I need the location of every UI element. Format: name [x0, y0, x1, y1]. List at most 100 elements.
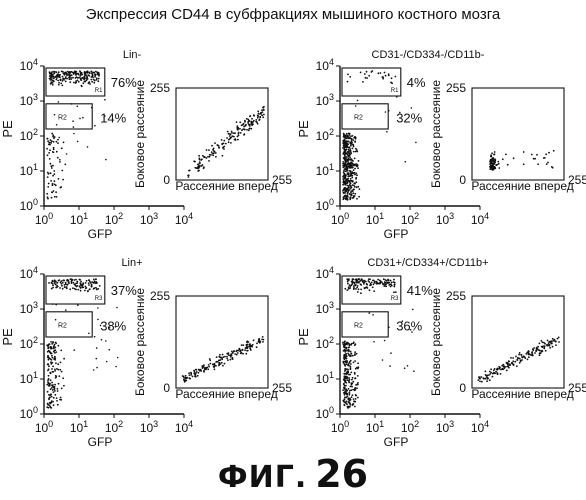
- inset-event-point: [498, 167, 500, 169]
- event-point: [55, 319, 57, 321]
- event-point: [345, 156, 347, 158]
- event-point: [72, 120, 74, 122]
- inset-event-point: [528, 356, 530, 358]
- inset-event-point: [542, 341, 544, 343]
- event-point: [53, 147, 55, 149]
- inset-event-point: [481, 376, 483, 378]
- event-point: [347, 194, 349, 196]
- event-point: [96, 347, 98, 349]
- event-point: [357, 100, 359, 102]
- event-point: [47, 140, 49, 142]
- event-point: [60, 83, 62, 85]
- inset-event-point: [528, 351, 530, 353]
- event-point: [60, 362, 62, 364]
- page-title: Экспрессия CD44 в субфракциях мышиного к…: [10, 6, 576, 23]
- inset-event-point: [221, 362, 223, 364]
- x-axis-label: GFP: [384, 227, 409, 241]
- event-point: [47, 198, 49, 200]
- inset-event-point: [513, 157, 515, 159]
- event-point: [344, 404, 346, 406]
- inset-event-point: [226, 356, 228, 358]
- inset-event-point: [484, 378, 486, 380]
- event-point: [88, 72, 90, 74]
- event-point: [55, 362, 57, 364]
- inset-event-point: [506, 362, 508, 364]
- inset-event-point: [547, 340, 549, 342]
- event-point: [59, 161, 61, 163]
- event-point: [351, 140, 353, 142]
- event-point: [353, 362, 355, 364]
- inset-event-point: [495, 371, 497, 373]
- x-tick-label: 100: [331, 419, 349, 435]
- inset-event-point: [259, 340, 261, 342]
- event-point: [55, 76, 57, 78]
- inset-event-point: [542, 345, 544, 347]
- event-point: [97, 307, 99, 309]
- event-point: [51, 382, 53, 384]
- inset-event-point: [533, 158, 535, 160]
- event-point: [60, 350, 62, 352]
- event-point: [349, 170, 351, 172]
- event-point: [96, 289, 98, 291]
- event-point: [58, 137, 60, 139]
- event-point: [54, 384, 56, 386]
- event-point: [91, 284, 93, 286]
- inset-event-point: [535, 350, 537, 352]
- event-point: [386, 280, 388, 282]
- inset-event-point: [518, 354, 520, 356]
- event-point: [63, 358, 65, 360]
- event-point: [55, 304, 57, 306]
- event-point: [52, 303, 54, 305]
- inset-event-point: [259, 117, 261, 119]
- event-point: [355, 177, 357, 179]
- inset-event-point: [263, 106, 265, 108]
- event-point: [348, 347, 350, 349]
- event-point: [73, 349, 75, 351]
- event-point: [61, 388, 63, 390]
- inset-event-point: [502, 158, 504, 160]
- event-point: [50, 341, 52, 343]
- event-point: [52, 175, 54, 177]
- event-point: [346, 141, 348, 143]
- event-point: [350, 194, 352, 196]
- event-point: [82, 287, 84, 289]
- event-point: [353, 285, 355, 287]
- inset-event-point: [232, 358, 234, 360]
- event-point: [344, 288, 346, 290]
- event-point: [405, 161, 407, 163]
- inset-event-point: [194, 167, 196, 169]
- event-point: [390, 352, 392, 354]
- event-point: [347, 143, 349, 145]
- event-point: [77, 73, 79, 75]
- event-point: [350, 363, 352, 365]
- event-point: [349, 344, 351, 346]
- y-tick-label: 103: [20, 92, 38, 108]
- inset-event-point: [230, 355, 232, 357]
- event-point: [357, 167, 359, 169]
- event-point: [59, 159, 61, 161]
- inset-event-point: [257, 110, 259, 112]
- inset-event-point: [485, 371, 487, 373]
- event-point: [63, 79, 65, 81]
- event-point: [352, 184, 354, 186]
- event-point: [356, 287, 358, 289]
- event-point: [344, 165, 346, 167]
- event-point: [343, 192, 345, 194]
- event-point: [391, 282, 393, 284]
- gate-percent-lower: 38%: [100, 318, 126, 333]
- event-point: [344, 136, 346, 138]
- inset-event-point: [205, 368, 207, 370]
- event-point: [354, 183, 356, 185]
- event-point: [71, 280, 73, 282]
- event-point: [51, 384, 53, 386]
- inset-event-point: [234, 353, 236, 355]
- event-point: [50, 165, 52, 167]
- event-point: [348, 349, 350, 351]
- event-point: [363, 282, 365, 284]
- inset-event-point: [552, 338, 554, 340]
- event-point: [56, 124, 58, 126]
- event-point: [349, 400, 351, 402]
- event-point: [94, 80, 96, 82]
- event-point: [48, 142, 50, 144]
- event-point: [395, 291, 397, 293]
